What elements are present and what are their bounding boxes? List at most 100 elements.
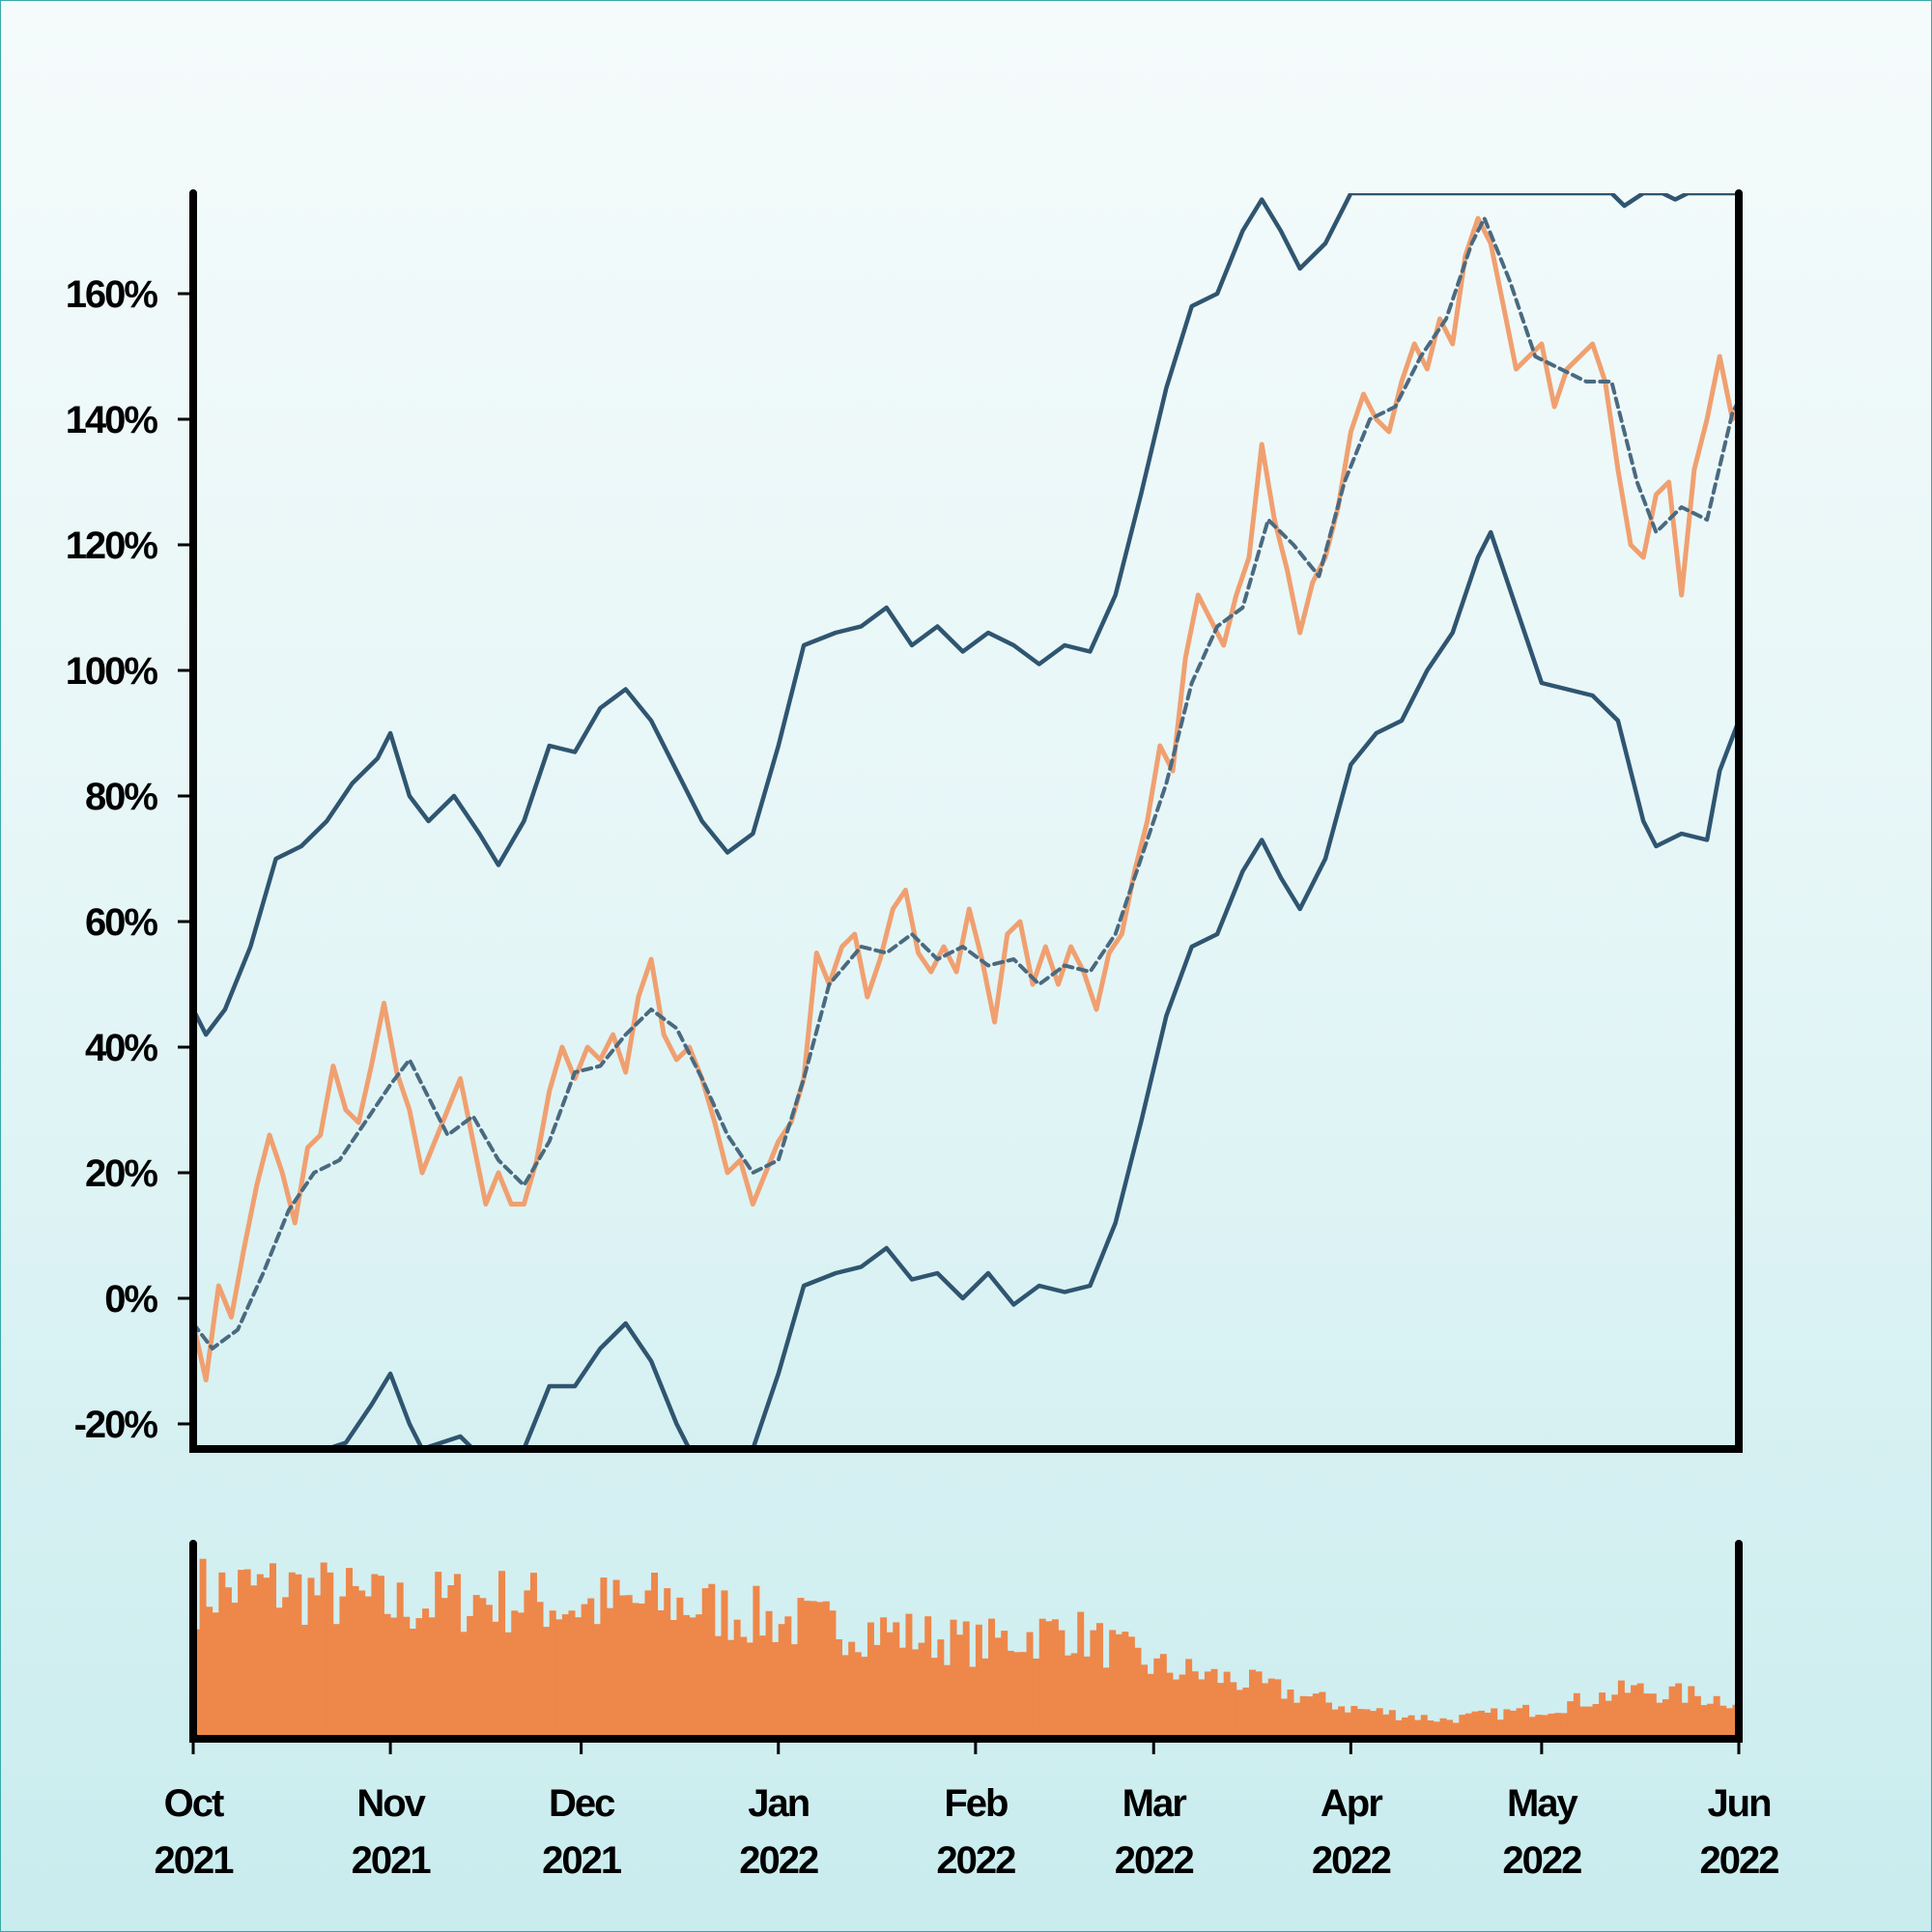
- volume-bar: [231, 1603, 239, 1739]
- volume-bar: [746, 1642, 753, 1739]
- volume-bar: [561, 1614, 569, 1739]
- x-tick-month: Apr: [1321, 1782, 1382, 1825]
- y-tick-label: 0%: [104, 1278, 157, 1321]
- volume-bar: [472, 1595, 480, 1739]
- volume-bar: [206, 1606, 213, 1739]
- volume-bar: [1376, 1708, 1383, 1739]
- volume-bar: [664, 1588, 671, 1739]
- x-tick-year: 2022: [936, 1839, 1015, 1882]
- volume-bar: [606, 1607, 613, 1739]
- volume-bar: [836, 1639, 842, 1739]
- volume-bar: [1535, 1715, 1543, 1739]
- volume-bar: [460, 1632, 468, 1739]
- volume-bar: [861, 1657, 868, 1739]
- y-tick-label: 100%: [66, 650, 158, 693]
- volume-bar: [1065, 1655, 1072, 1739]
- x-tick-year: 2021: [352, 1839, 432, 1882]
- volume-bar: [1147, 1673, 1154, 1739]
- volume-bar: [320, 1562, 327, 1739]
- volume-bar: [943, 1664, 951, 1739]
- volume-bar: [1083, 1656, 1091, 1739]
- volume-bar: [1484, 1713, 1492, 1739]
- volume-bar: [1548, 1713, 1555, 1739]
- volume-bar: [1579, 1706, 1587, 1739]
- volume-bar: [1363, 1709, 1371, 1739]
- x-tick-year: 2021: [542, 1839, 622, 1882]
- volume-bar: [1095, 1623, 1103, 1739]
- volume-bar: [669, 1620, 677, 1739]
- volume-bar: [956, 1634, 964, 1739]
- y-tick-label: 160%: [66, 273, 158, 316]
- volume-bar: [772, 1641, 780, 1739]
- volume-bar: [479, 1598, 487, 1739]
- volume-bar: [1210, 1668, 1218, 1739]
- volume-bar: [1166, 1672, 1174, 1739]
- volume-bar: [1109, 1630, 1117, 1739]
- x-tick-month: Dec: [549, 1782, 615, 1825]
- volume-bar: [390, 1617, 398, 1739]
- y-tick-label: 140%: [66, 399, 158, 441]
- volume-bar: [714, 1635, 722, 1739]
- y-axis-ticks: -20% 0% 20% 40% 60% 80% 100% 120% 140% 160%: [66, 273, 193, 1446]
- volume-bar: [848, 1641, 856, 1739]
- volume-bar: [886, 1632, 894, 1739]
- volume-bar: [1312, 1693, 1320, 1739]
- volume-bar: [810, 1601, 817, 1739]
- volume-bar: [727, 1639, 735, 1739]
- volume-bar: [1051, 1619, 1059, 1739]
- volume-bar: [912, 1649, 920, 1739]
- volume-bar: [1262, 1683, 1269, 1739]
- x-tick-year: 2022: [1502, 1839, 1581, 1882]
- x-tick-year: 2021: [155, 1839, 235, 1882]
- volume-bar: [1439, 1718, 1447, 1739]
- volume-bar: [1223, 1671, 1231, 1739]
- x-tick-month: Mar: [1122, 1782, 1187, 1825]
- volume-bar: [238, 1570, 245, 1739]
- volume-bar: [1007, 1650, 1014, 1739]
- price-line: [193, 215, 1739, 1382]
- volume-bar: [1446, 1719, 1454, 1739]
- volume-bar: [1204, 1671, 1211, 1739]
- volume-bar: [867, 1622, 874, 1739]
- x-tick-month: Oct: [164, 1782, 224, 1825]
- volume-bar: [1631, 1685, 1638, 1739]
- volume-bar: [1134, 1647, 1142, 1739]
- volume-bar: [300, 1625, 308, 1739]
- volume-bar: [1681, 1702, 1689, 1739]
- volume-bar: [632, 1603, 639, 1739]
- volume-bar: [1713, 1695, 1720, 1739]
- volume-bar: [212, 1612, 219, 1739]
- volume-bar: [797, 1598, 805, 1739]
- volume-bar: [224, 1587, 232, 1739]
- volume-bar: [1185, 1659, 1193, 1739]
- volume-bar: [1319, 1691, 1326, 1739]
- volume-bar: [1725, 1708, 1733, 1739]
- volume-bar: [440, 1598, 448, 1739]
- volume-bar: [1102, 1667, 1110, 1739]
- volume-bar: [644, 1590, 652, 1739]
- volume-bar: [1293, 1702, 1301, 1739]
- volume-bar: [981, 1658, 989, 1739]
- volume-bar: [657, 1610, 665, 1739]
- volume-bar: [1267, 1678, 1275, 1739]
- volume-bar: [1617, 1680, 1625, 1739]
- y-tick-label: -20%: [74, 1404, 158, 1446]
- volume-bar: [581, 1604, 588, 1739]
- volume-bar: [352, 1585, 359, 1739]
- volume-bar: [511, 1610, 519, 1739]
- volume-bar: [270, 1563, 276, 1739]
- volume-bar: [759, 1635, 766, 1739]
- volume-bar: [1013, 1652, 1021, 1739]
- volume-bar: [1452, 1722, 1460, 1739]
- volume-bar: [1414, 1719, 1422, 1739]
- volume-bar: [1528, 1717, 1536, 1739]
- volume-bar: [1236, 1690, 1243, 1739]
- x-tick-year: 2022: [1115, 1839, 1194, 1882]
- volume-bar: [275, 1607, 283, 1739]
- volume-bar: [1592, 1704, 1600, 1739]
- volume-bar: [1217, 1683, 1225, 1739]
- y-tick-label: 80%: [85, 776, 157, 818]
- volume-bar: [790, 1644, 798, 1739]
- volume-bar: [829, 1610, 837, 1739]
- volume-bar: [364, 1596, 372, 1739]
